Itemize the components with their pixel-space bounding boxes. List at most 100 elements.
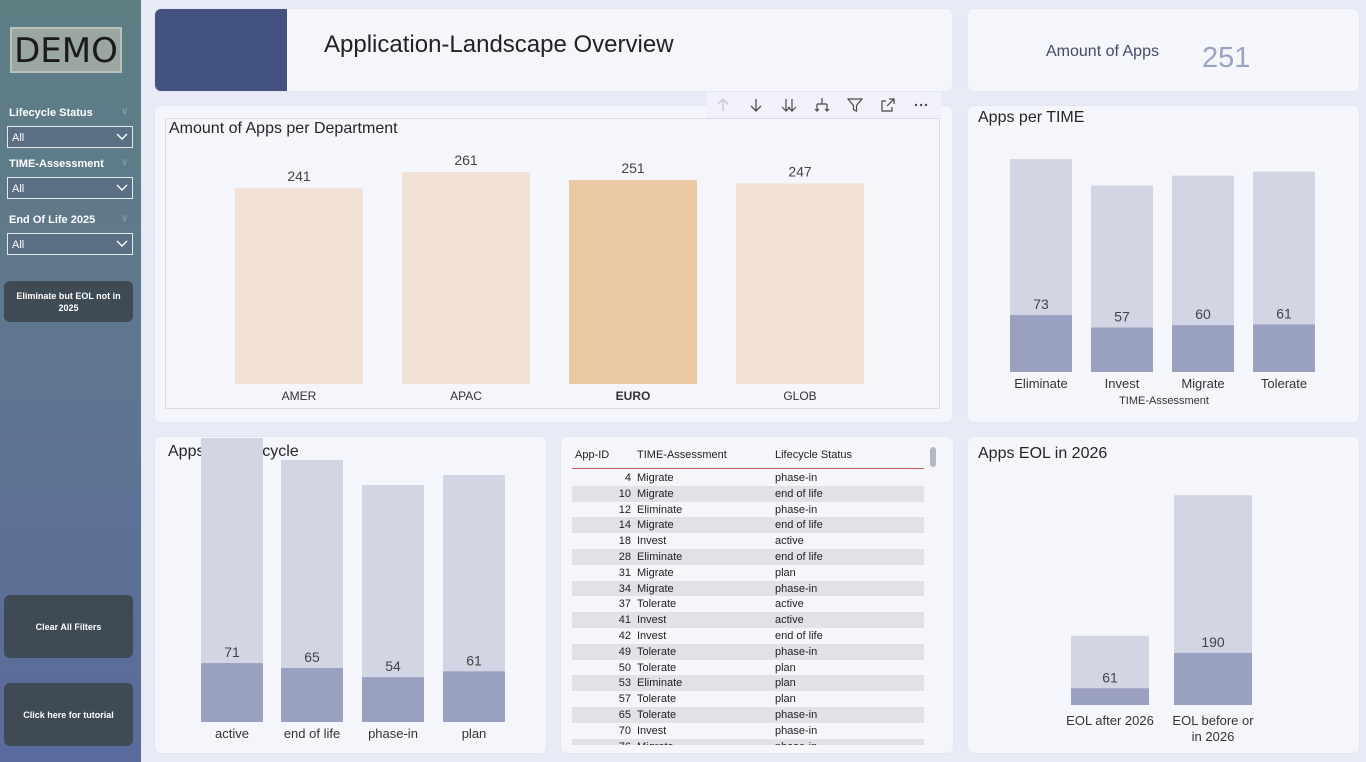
cell-app-id: 57 — [618, 693, 631, 706]
cell-lifecycle-status: active — [775, 535, 804, 548]
table-row[interactable]: 18 Invest active — [572, 533, 924, 549]
cell-app-id: 65 — [618, 708, 631, 721]
more-options-button[interactable] — [904, 92, 937, 118]
cell-time-assessment: Tolerate — [637, 645, 677, 658]
category-label: phase-in — [368, 726, 418, 741]
clear-filters-button[interactable]: Clear All Filters — [4, 595, 133, 658]
arrow-up-icon — [717, 98, 728, 111]
table-scrollbar[interactable] — [930, 447, 936, 467]
chevron-down-icon[interactable]: ∨ — [121, 157, 129, 168]
department-bar[interactable] — [235, 188, 363, 384]
cell-time-assessment: Invest — [637, 629, 667, 642]
table-row[interactable]: 10 Migrate end of life — [572, 485, 924, 502]
table-row[interactable]: 28 Eliminate end of life — [572, 548, 924, 565]
subset-bar[interactable] — [443, 671, 505, 722]
bar-data-label: 61 — [1102, 669, 1118, 685]
table-row[interactable]: 14 Migrate end of life — [572, 517, 924, 534]
category-label: plan — [462, 726, 487, 741]
cell-lifecycle-status: plan — [775, 677, 796, 690]
expand-hierarchy-button[interactable] — [805, 92, 838, 118]
cell-time-assessment: Invest — [637, 614, 667, 627]
table-row[interactable]: 12 Eliminate phase-in — [572, 502, 924, 518]
end-of-life-dropdown[interactable]: All — [7, 233, 133, 255]
cell-app-id: 28 — [618, 550, 631, 563]
bar-data-label: 190 — [1201, 634, 1225, 650]
bar-data-label: 251 — [621, 160, 645, 176]
cell-lifecycle-status: end of life — [775, 519, 823, 532]
table-row[interactable]: 4 Migrate phase-in — [572, 470, 924, 486]
table-row[interactable]: 42 Invest end of life — [572, 628, 924, 644]
chevron-down-icon — [116, 184, 128, 191]
table-body: 4 Migrate phase-in 10 Migrate end of life 12 El… — [572, 470, 924, 745]
column-header-time[interactable]: TIME-Assessment — [637, 449, 727, 461]
category-label: EOL before or — [1172, 713, 1254, 728]
table-row[interactable]: 57 Tolerate plan — [572, 691, 924, 707]
table-row[interactable]: 76 Migrate phase-in — [572, 738, 924, 745]
department-bar[interactable] — [402, 172, 530, 384]
filter-button[interactable] — [838, 92, 871, 118]
lifecycle-status-label: Lifecycle Status — [9, 107, 93, 119]
drill-down-button[interactable] — [739, 92, 772, 118]
subset-bar[interactable] — [1071, 688, 1149, 705]
next-level-button[interactable] — [772, 92, 805, 118]
table-row[interactable]: 31 Migrate plan — [572, 565, 924, 581]
table-row[interactable]: 53 Eliminate plan — [572, 675, 924, 692]
bar-data-label: 73 — [1033, 296, 1049, 312]
time-assessment-dropdown[interactable]: All — [7, 177, 133, 199]
cell-lifecycle-status: plan — [775, 693, 796, 706]
department-bar[interactable] — [736, 183, 864, 384]
apps-table-panel[interactable]: App-ID TIME-Assessment Lifecycle Status … — [561, 437, 953, 753]
department-bar-chart[interactable]: 241 AMER 261 APAC 251 EURO 247 GLOB — [155, 106, 952, 422]
cell-app-id: 14 — [618, 519, 631, 532]
cell-time-assessment: Tolerate — [637, 598, 677, 611]
time-stacked-bar-chart[interactable]: 73 Eliminate 57 Invest 60 Migrate 61 Tolerate TI… — [968, 106, 1359, 422]
column-header-lifecycle[interactable]: Lifecycle Status — [775, 449, 853, 461]
time-chart-panel[interactable]: Apps per TIME 73 Eliminate 57 Invest 60 Migra… — [968, 106, 1359, 422]
cell-app-id: 10 — [618, 487, 631, 500]
bar-data-label: 57 — [1114, 309, 1130, 325]
bar-data-label: 247 — [788, 163, 812, 179]
chevron-down-icon[interactable]: ∨ — [121, 106, 129, 117]
table-row[interactable]: 70 Invest phase-in — [572, 723, 924, 739]
subset-bar[interactable] — [1172, 325, 1234, 372]
chevron-down-icon[interactable]: ∨ — [121, 213, 129, 224]
cell-lifecycle-status: phase-in — [775, 708, 818, 721]
kpi-card: Amount of Apps 251 — [968, 9, 1359, 91]
table-row[interactable]: 41 Invest active — [572, 612, 924, 628]
lifecycle-stacked-bar-chart[interactable]: 71 active 65 end of life 54 phase-in 61 plan — [155, 437, 546, 753]
bar-data-label: 61 — [1276, 305, 1292, 321]
subset-bar[interactable] — [1174, 652, 1252, 705]
department-chart-panel[interactable]: Amount of Apps per Department 241 AMER 261… — [155, 106, 952, 422]
table-row[interactable]: 50 Tolerate plan — [572, 660, 924, 676]
subset-bar[interactable] — [1253, 324, 1315, 372]
time-assessment-value: All — [12, 183, 25, 195]
focus-mode-button[interactable] — [871, 92, 904, 118]
kpi-value: 251 — [1202, 42, 1251, 74]
subset-bar[interactable] — [201, 663, 263, 722]
filter-sidebar: DEMO Lifecycle Status ∨ All TIME-Assessm… — [0, 0, 141, 762]
department-bar[interactable] — [569, 180, 697, 384]
subset-bar[interactable] — [362, 677, 424, 722]
subset-bar[interactable] — [1010, 315, 1072, 372]
time-assessment-label: TIME-Assessment — [9, 158, 104, 170]
more-options-icon — [914, 103, 927, 107]
table-row[interactable]: 37 Tolerate active — [572, 596, 924, 612]
category-label: in 2026 — [1192, 729, 1235, 744]
tutorial-button[interactable]: Click here for tutorial — [4, 683, 133, 746]
table-row[interactable]: 34 Migrate phase-in — [572, 580, 924, 597]
eol-chart-panel[interactable]: Apps EOL in 2026 61 EOL after 2026 190 EOL … — [968, 437, 1359, 753]
column-header-app-id[interactable]: App-ID — [575, 449, 610, 461]
visual-focus-border — [165, 118, 940, 409]
subset-bar[interactable] — [281, 668, 343, 722]
drill-up-button[interactable] — [706, 92, 739, 118]
cell-time-assessment: Migrate — [637, 519, 674, 532]
cell-time-assessment: Eliminate — [637, 677, 683, 690]
table-row[interactable]: 65 Tolerate phase-in — [572, 706, 924, 723]
subset-bar[interactable] — [1091, 327, 1153, 372]
eliminate-eol-button[interactable]: Eliminate but EOL not in 2025 — [4, 281, 133, 322]
cell-lifecycle-status: active — [775, 614, 804, 627]
table-row[interactable]: 49 Tolerate phase-in — [572, 643, 924, 660]
lifecycle-status-dropdown[interactable]: All — [7, 126, 133, 148]
